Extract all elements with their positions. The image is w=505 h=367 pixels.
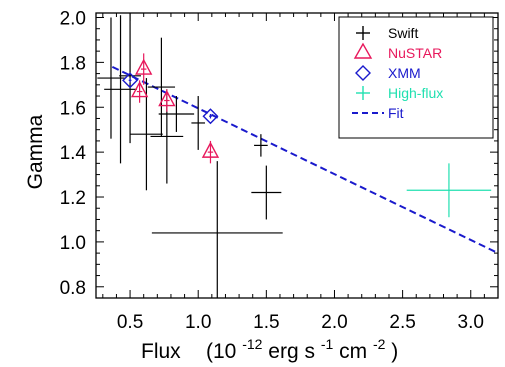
x-tick-label: 2.5	[389, 312, 415, 333]
x-axis-label-unit-close: )	[391, 340, 398, 363]
triangle-icon	[353, 42, 373, 59]
legend-label: XMM	[388, 65, 421, 81]
legend-item: XMM	[355, 65, 421, 81]
tick-layer: 0.5 1.0 1.5 2.0 2.5 3.0 0.8 1.0 1.2 1.4 1.6 1.8 2.0	[60, 8, 498, 333]
xmm-point	[202, 108, 219, 125]
legend-item: Swift	[356, 25, 418, 41]
y-tick-label: 1.8	[60, 53, 86, 74]
triangle-marker	[158, 90, 176, 107]
legend-item: Fit	[352, 105, 404, 121]
diamond-marker	[122, 72, 139, 89]
legend-label: High-flux	[388, 85, 443, 101]
swift-point	[254, 134, 268, 157]
legend-items: Swift NuSTAR XMM High-flux Fit	[352, 25, 443, 121]
x-axis-label-name: Flux	[141, 340, 181, 363]
triangle-marker	[201, 141, 220, 158]
xmm-point	[122, 72, 139, 89]
y-axis-label: Gamma	[24, 114, 47, 189]
swift-point	[191, 96, 206, 150]
y-tick-label: 2.0	[60, 8, 86, 29]
swift-point	[251, 165, 282, 220]
x-tick-label: 1.5	[253, 312, 279, 333]
diamond-marker	[202, 108, 219, 125]
x-axis-label-exp3: -2	[373, 336, 386, 352]
y-tick-label: 1.0	[60, 233, 86, 254]
triangle-marker	[130, 81, 149, 98]
nustar-point	[158, 89, 176, 112]
swift-point	[147, 37, 176, 137]
legend: Swift NuSTAR XMM High-flux Fit	[338, 16, 494, 139]
x-axis-label-exp2: -1	[321, 336, 334, 352]
legend-label: Fit	[388, 105, 404, 121]
data-layer	[97, 13, 498, 298]
x-axis-label-unit-open: (10	[206, 340, 236, 363]
x-tick-label: 3.0	[458, 312, 484, 333]
triangle-marker	[135, 58, 153, 75]
y-tick-label: 1.6	[60, 98, 86, 119]
x-axis-label-exp1: -12	[242, 336, 262, 352]
y-tick-label: 0.8	[60, 278, 86, 299]
nustar-point	[201, 140, 220, 164]
plot-area	[97, 13, 498, 298]
x-tick-label: 1.0	[185, 312, 211, 333]
x-axis-label: Flux (10 -12 erg s -1 cm -2 )	[141, 331, 398, 363]
plot-frame	[95, 12, 499, 299]
swift-point	[151, 161, 283, 298]
legend-item: High-flux	[356, 85, 443, 101]
swift-point	[158, 96, 195, 132]
legend-label: Swift	[388, 25, 418, 41]
legend-label: NuSTAR	[388, 45, 442, 61]
x-axis-label-cm: cm	[339, 340, 367, 363]
diamond-icon	[355, 65, 371, 81]
x-tick-label: 0.5	[117, 312, 143, 333]
x-tick-label: 2.0	[321, 312, 347, 333]
swift-point	[119, 13, 141, 144]
y-tick-label: 1.4	[60, 143, 87, 164]
y-tick-label: 1.2	[60, 188, 86, 209]
legend-item: NuSTAR	[353, 42, 442, 61]
x-axis-label-erg: erg s	[268, 340, 315, 363]
nustar-point	[135, 53, 153, 85]
nustar-point	[130, 80, 149, 103]
swift-point	[104, 15, 137, 164]
high-flux-point	[406, 163, 492, 218]
